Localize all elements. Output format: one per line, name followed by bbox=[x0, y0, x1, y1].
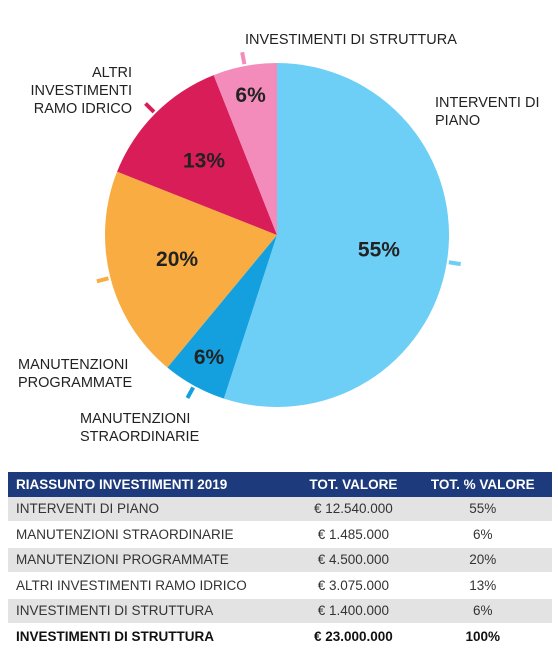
category-label: INVESTIMENTI DI STRUTTURA bbox=[245, 32, 457, 48]
slice-label: 20% bbox=[156, 248, 198, 271]
table-row: MANUTENZIONI STRAORDINARIE € 1.485.000 6% bbox=[8, 521, 552, 548]
pie-chart: 55% 6% 20% 13% 6% bbox=[96, 51, 462, 408]
pie-slice bbox=[117, 75, 277, 235]
pie-slice bbox=[223, 63, 449, 408]
leader-line bbox=[96, 276, 109, 284]
pie-slice bbox=[213, 63, 277, 235]
leader-line bbox=[144, 102, 156, 114]
table-cell: € 3.075.000 bbox=[293, 572, 414, 599]
slice-label: 6% bbox=[194, 346, 225, 369]
table-cell: ALTRI INVESTIMENTI RAMO IDRICO bbox=[8, 572, 294, 599]
table-cell: € 23.000.000 bbox=[293, 623, 414, 650]
table-cell: 55% bbox=[413, 496, 552, 522]
slice-label: 13% bbox=[183, 150, 225, 173]
table-cell: 20% bbox=[413, 547, 552, 573]
header-cell: TOT. % VALORE bbox=[413, 472, 552, 497]
table-row: MANUTENZIONI PROGRAMMATE € 4.500.000 20% bbox=[8, 547, 552, 573]
header-cell: TOT. VALORE bbox=[293, 472, 414, 497]
table-row: INVESTIMENTI DI STRUTTURA € 1.400.000 6% bbox=[8, 598, 552, 624]
table-cell: INVESTIMENTI DI STRUTTURA bbox=[8, 598, 294, 624]
header-row: RIASSUNTO INVESTIMENTI 2019 TOT. VALORE TO… bbox=[8, 472, 552, 497]
table-cell: € 1.485.000 bbox=[293, 521, 414, 548]
total-row: INVESTIMENTI DI STRUTTURA € 23.000.000 100… bbox=[8, 623, 552, 650]
table-cell: 6% bbox=[413, 521, 552, 548]
table-cell: MANUTENZIONI PROGRAMMATE bbox=[8, 547, 294, 573]
slice-label: 55% bbox=[358, 239, 400, 262]
leader-line bbox=[240, 51, 247, 65]
table-cell: 100% bbox=[413, 623, 552, 650]
category-label: MANUTENZIONI PROGRAMMATE bbox=[18, 357, 133, 391]
table-cell: € 4.500.000 bbox=[293, 547, 414, 573]
table-cell: 13% bbox=[413, 572, 552, 599]
slice-label: 6% bbox=[235, 84, 266, 107]
pie-slice bbox=[167, 235, 277, 399]
table-row: INTERVENTI DI PIANO € 12.540.000 55% bbox=[8, 496, 552, 522]
table-cell: 6% bbox=[413, 598, 552, 624]
table-cell: € 1.400.000 bbox=[293, 598, 414, 624]
table-row: ALTRI INVESTIMENTI RAMO IDRICO € 3.075.00… bbox=[8, 572, 552, 599]
summary-table: RIASSUNTO INVESTIMENTI 2019 TOT. VALORE TO… bbox=[8, 472, 552, 650]
category-label: ALTRI INVESTIMENTI RAMO IDRICO bbox=[30, 65, 132, 117]
table-cell: INVESTIMENTI DI STRUTTURA bbox=[8, 623, 294, 650]
table-cell: INTERVENTI DI PIANO bbox=[8, 496, 294, 522]
category-label: INTERVENTI DI PIANO bbox=[435, 95, 540, 129]
table-cell: € 12.540.000 bbox=[293, 496, 414, 522]
leader-line bbox=[448, 260, 462, 267]
pie-slice bbox=[104, 171, 277, 368]
table-cell: MANUTENZIONI STRAORDINARIE bbox=[8, 521, 294, 548]
category-label: MANUTENZIONI STRAORDINARIE bbox=[80, 411, 200, 445]
header-cell: RIASSUNTO INVESTIMENTI 2019 bbox=[8, 472, 294, 497]
leader-line bbox=[185, 386, 195, 399]
